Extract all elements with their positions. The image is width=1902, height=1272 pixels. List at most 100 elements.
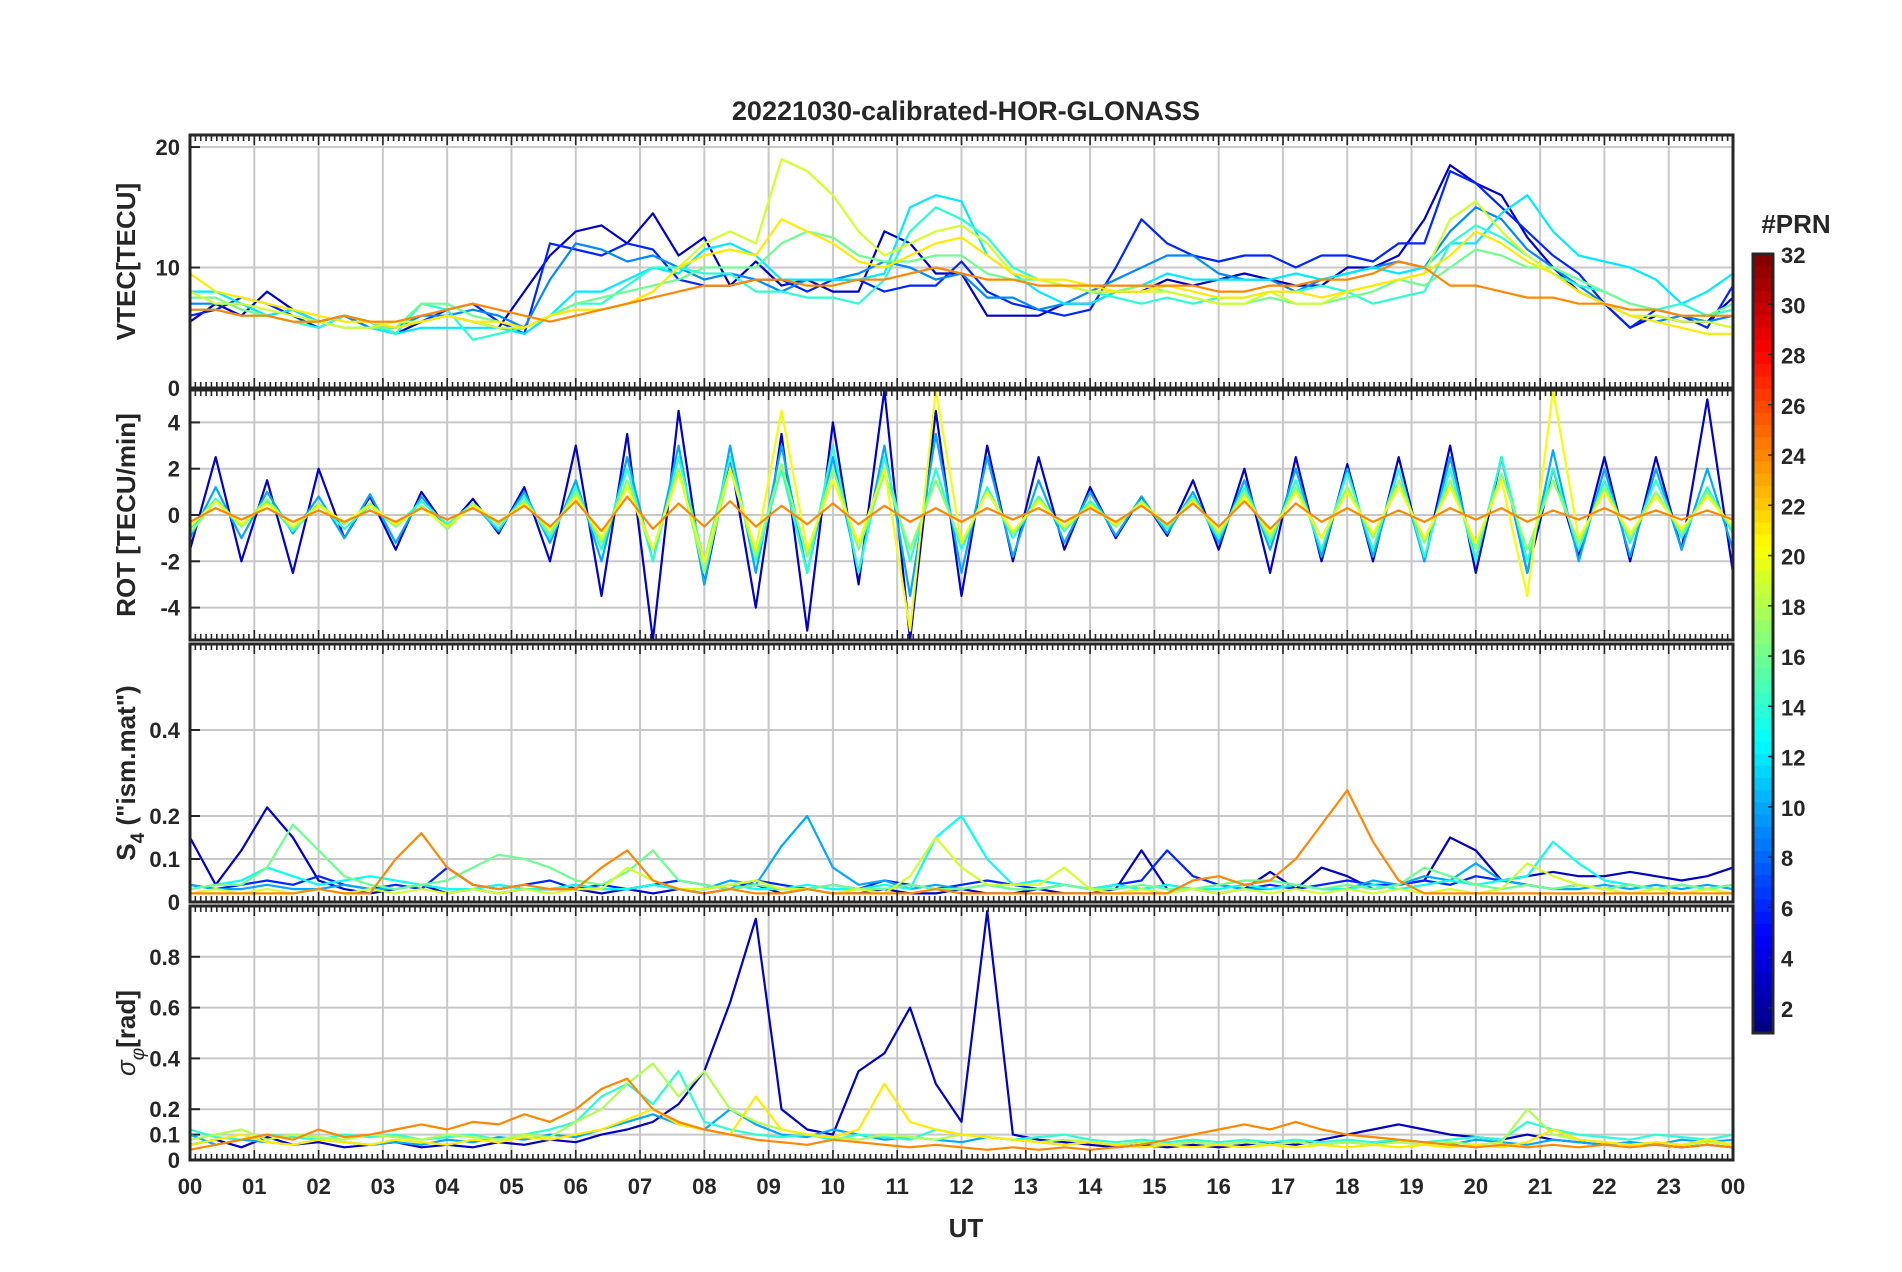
colorbar-tick-label: 6 bbox=[1781, 896, 1793, 921]
colorbar-tick-label: 20 bbox=[1781, 545, 1805, 570]
chart-title: 20221030-calibrated-HOR-GLONASS bbox=[732, 96, 1200, 126]
x-tick-label: 18 bbox=[1335, 1174, 1359, 1199]
colorbar-segment bbox=[1753, 546, 1773, 559]
colorbar-segment bbox=[1753, 899, 1773, 912]
colorbar-segment bbox=[1753, 777, 1773, 791]
series-line-prn-10 bbox=[190, 1108, 1733, 1146]
colorbar-tick-label: 28 bbox=[1781, 344, 1805, 369]
colorbar-tick-label: 8 bbox=[1781, 846, 1793, 871]
colorbar-segment bbox=[1753, 972, 1773, 985]
colorbar-tick-label: 24 bbox=[1781, 444, 1806, 469]
colorbar-segment bbox=[1753, 996, 1773, 1010]
panel-sigma: 00.10.2 0.4 0.6 0.8 σφ[rad] bbox=[111, 904, 1735, 1173]
colorbar-tick-label: 16 bbox=[1781, 645, 1805, 670]
axes-box bbox=[188, 388, 1735, 642]
x-axis-label: UT bbox=[949, 1213, 984, 1243]
colorbar-segment bbox=[1753, 314, 1773, 328]
panel-rot: -4 -2 0 2 4 ROT [TECU/min] bbox=[111, 388, 1735, 642]
y-tick-label: 0.4 bbox=[149, 1046, 180, 1071]
colorbar-segment bbox=[1753, 375, 1773, 389]
y-tick-label: 0.2 bbox=[149, 1097, 180, 1122]
colorbar-segment bbox=[1753, 984, 1773, 998]
series-line-prn-14 bbox=[190, 444, 1733, 574]
colorbar-segment bbox=[1753, 254, 1773, 267]
colorbar-segment bbox=[1753, 789, 1773, 803]
y-tick-label: 0 bbox=[168, 890, 180, 915]
x-tick-label: 04 bbox=[435, 1174, 460, 1199]
axes-box bbox=[188, 642, 1735, 904]
x-tick-label: 05 bbox=[499, 1174, 523, 1199]
colorbar-segment bbox=[1753, 363, 1773, 377]
series-line-prn-21 bbox=[190, 218, 1733, 335]
colorbar-segment bbox=[1753, 667, 1773, 681]
x-tick-label: 06 bbox=[564, 1174, 588, 1199]
colorbar-segment bbox=[1753, 886, 1773, 900]
y-tick-label: 20 bbox=[156, 135, 180, 160]
y-tick-label: 0.8 bbox=[149, 945, 180, 970]
colorbar-segment bbox=[1753, 302, 1773, 316]
x-tick-label: 20 bbox=[1464, 1174, 1488, 1199]
x-tick-label: 14 bbox=[1078, 1174, 1103, 1199]
y-label-rest: [rad] bbox=[111, 990, 141, 1048]
colorbar-segment bbox=[1753, 765, 1773, 778]
y-label-main: σ bbox=[111, 1059, 141, 1076]
x-tick-label: 22 bbox=[1592, 1174, 1616, 1199]
y-label-subscript: φ bbox=[128, 1048, 149, 1060]
colorbar-segment bbox=[1753, 619, 1773, 632]
colorbar-tick-label: 30 bbox=[1781, 293, 1805, 318]
y-label-rest: ("ism.mat") bbox=[111, 685, 141, 832]
y-tick-label: 0 bbox=[168, 1148, 180, 1173]
y-axis-label: VTEC[TECU] bbox=[111, 183, 141, 340]
colorbar-segment bbox=[1753, 753, 1773, 766]
x-tick-label: 19 bbox=[1399, 1174, 1423, 1199]
colorbar-segment bbox=[1753, 680, 1773, 693]
colorbar-segment bbox=[1753, 594, 1773, 608]
axes-box bbox=[188, 904, 1735, 1162]
x-tick-label: 09 bbox=[756, 1174, 780, 1199]
colorbar-segment bbox=[1753, 911, 1773, 925]
colorbar-segment bbox=[1753, 1020, 1773, 1034]
y-tick-label: 2 bbox=[168, 457, 180, 482]
colorbar-segment bbox=[1753, 692, 1773, 705]
colorbar-segment bbox=[1753, 923, 1773, 937]
colorbar-segment bbox=[1753, 558, 1773, 572]
x-tick-label: 23 bbox=[1656, 1174, 1680, 1199]
x-tick-label: 12 bbox=[949, 1174, 973, 1199]
series-line-prn-24 bbox=[190, 495, 1733, 533]
series-line-prn-16 bbox=[190, 230, 1733, 329]
x-tick-label: 02 bbox=[306, 1174, 330, 1199]
colorbar-segment bbox=[1753, 850, 1773, 864]
colorbar-segment bbox=[1753, 339, 1773, 352]
colorbar-segment bbox=[1753, 424, 1773, 438]
colorbar-segment bbox=[1753, 947, 1773, 961]
colorbar-segment bbox=[1753, 266, 1773, 279]
colorbar-segment bbox=[1753, 935, 1773, 949]
colorbar-tick-label: 32 bbox=[1781, 243, 1805, 268]
y-tick-label: 0.6 bbox=[149, 996, 180, 1021]
colorbar-tick-label: 18 bbox=[1781, 595, 1805, 620]
colorbar-tick-label: 26 bbox=[1781, 394, 1805, 419]
y-tick-label: 0.1 bbox=[149, 1123, 180, 1148]
colorbar-segment bbox=[1753, 801, 1773, 815]
colorbar-segment bbox=[1753, 862, 1773, 876]
x-tick-label: 08 bbox=[692, 1174, 716, 1199]
colorbar-segment bbox=[1753, 655, 1773, 669]
y-label-subscript: 4 bbox=[128, 832, 149, 843]
colorbar-segment bbox=[1753, 412, 1773, 426]
colorbar-tick-label: 4 bbox=[1781, 947, 1794, 972]
colorbar-segment bbox=[1753, 278, 1773, 292]
x-tick-label: 10 bbox=[821, 1174, 845, 1199]
panel-s4: 00.10.20.4S4 ("ism.mat") bbox=[111, 642, 1735, 915]
x-tick-label: 01 bbox=[242, 1174, 266, 1199]
x-tick-label: 00 bbox=[178, 1174, 202, 1199]
colorbar-tick-label: 14 bbox=[1781, 695, 1806, 720]
x-tick-label: 07 bbox=[628, 1174, 652, 1199]
y-axis-label: S4 ("ism.mat") bbox=[111, 685, 149, 860]
x-tick-label: 11 bbox=[886, 1174, 909, 1199]
colorbar-segment bbox=[1753, 1008, 1773, 1022]
colorbar-segment bbox=[1753, 838, 1773, 852]
colorbar-segment bbox=[1753, 582, 1773, 596]
series-line-prn-16 bbox=[190, 823, 1733, 891]
y-tick-label: 4 bbox=[168, 410, 181, 435]
